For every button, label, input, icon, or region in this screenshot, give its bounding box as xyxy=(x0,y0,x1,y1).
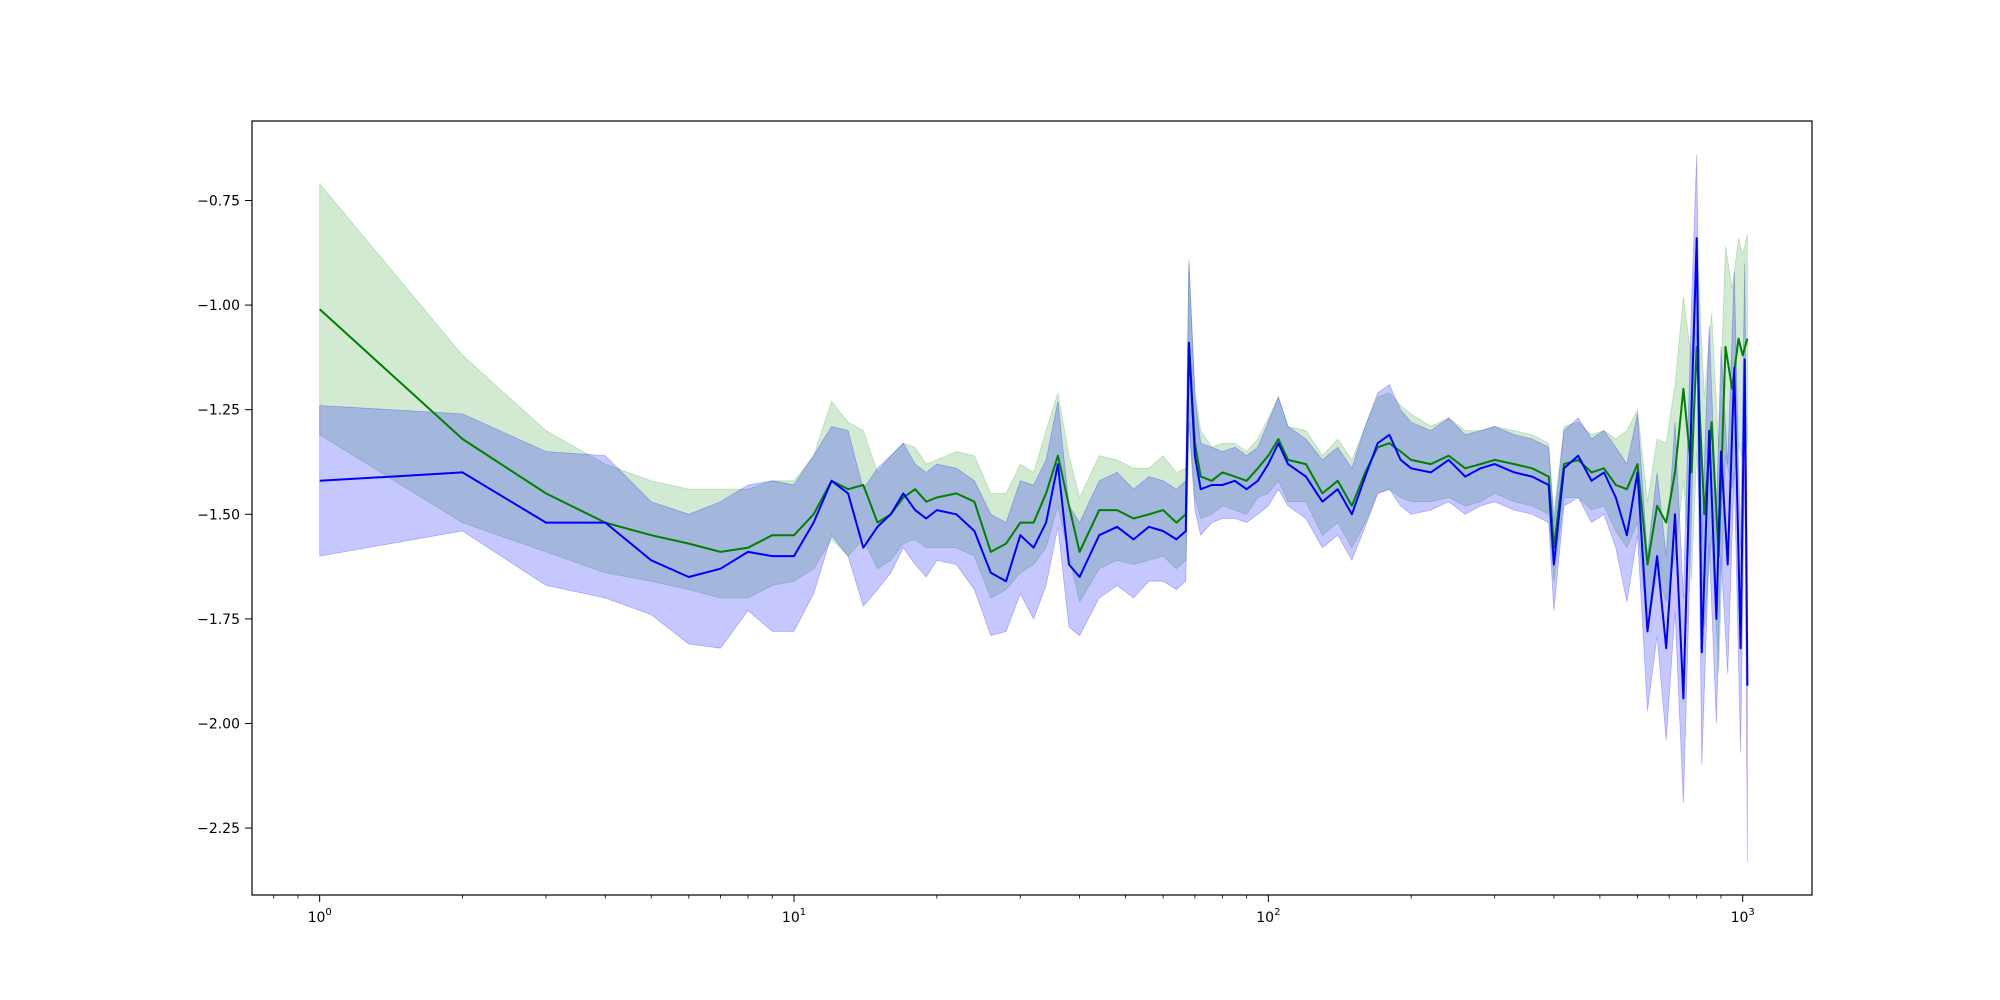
y-tick-label: −2.00 xyxy=(197,716,240,732)
x-tick-exponent: 3 xyxy=(1748,907,1754,918)
x-tick-label: 103 xyxy=(1731,907,1755,926)
series-2-line xyxy=(319,237,1749,700)
x-tick-base: 10 xyxy=(782,910,800,926)
x-tick-exponent: 2 xyxy=(1274,907,1280,918)
y-tick-label: −1.00 xyxy=(197,298,240,314)
y-tick-label: −1.25 xyxy=(197,403,240,419)
y-tick-label: −2.25 xyxy=(197,821,240,837)
x-tick-exponent: 0 xyxy=(325,907,331,918)
series-2-band xyxy=(319,154,1748,862)
series-1-line xyxy=(319,308,1749,566)
plot-frame xyxy=(251,120,1813,896)
y-axis: −0.75 −1.00 −1.25 −1.50 −1.75 −2.00 −2.25 xyxy=(197,193,252,837)
y-tick-label: −1.75 xyxy=(197,612,240,628)
x-tick-label: 101 xyxy=(782,907,806,926)
x-tick-base: 10 xyxy=(1731,910,1749,926)
x-tick-exponent: 1 xyxy=(800,907,806,918)
y-tick-label: −0.75 xyxy=(197,193,240,209)
x-tick-base: 10 xyxy=(308,910,326,926)
x-tick-label: 102 xyxy=(1256,907,1280,926)
x-axis: 100 101 102 103 xyxy=(273,895,1755,926)
confidence-bands xyxy=(319,154,1748,862)
series-1-band xyxy=(319,182,1748,674)
x-tick-base: 10 xyxy=(1256,910,1274,926)
x-tick-label: 100 xyxy=(308,907,332,926)
y-tick-label: −1.50 xyxy=(197,507,240,523)
series-lines xyxy=(319,237,1749,700)
